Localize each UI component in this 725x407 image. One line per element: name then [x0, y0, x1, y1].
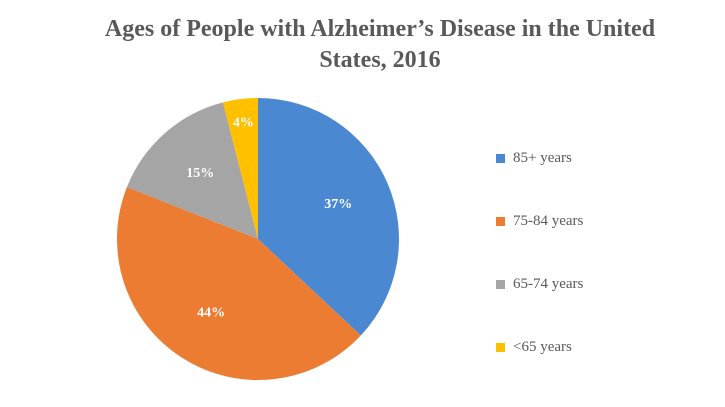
legend-label: 75-84 years — [513, 212, 584, 229]
legend-swatch — [496, 153, 505, 163]
legend-item: 75-84 years — [496, 211, 583, 231]
legend-swatch — [496, 342, 505, 352]
legend-label: 65-74 years — [513, 275, 584, 292]
legend-item: <65 years — [496, 337, 572, 357]
legend-label: <65 years — [513, 338, 572, 355]
pie-slice-65-74-years — [126, 102, 258, 239]
legend-swatch — [496, 279, 505, 289]
legend-item: 85+ years — [496, 148, 572, 168]
pie-slice-75-84-years — [116, 187, 361, 380]
data-label: 4% — [233, 115, 254, 130]
pie-slice-65-years — [222, 98, 258, 239]
data-label: 44% — [197, 305, 225, 320]
pie-slice-85-years — [258, 98, 399, 336]
data-label: 15% — [186, 166, 214, 181]
legend-item: 65-74 years — [496, 274, 583, 294]
legend-swatch — [496, 216, 505, 226]
legend-label: 85+ years — [513, 149, 572, 166]
chart-title: Ages of People with Alzheimer’s Disease … — [104, 16, 656, 73]
data-label: 37% — [324, 197, 352, 212]
